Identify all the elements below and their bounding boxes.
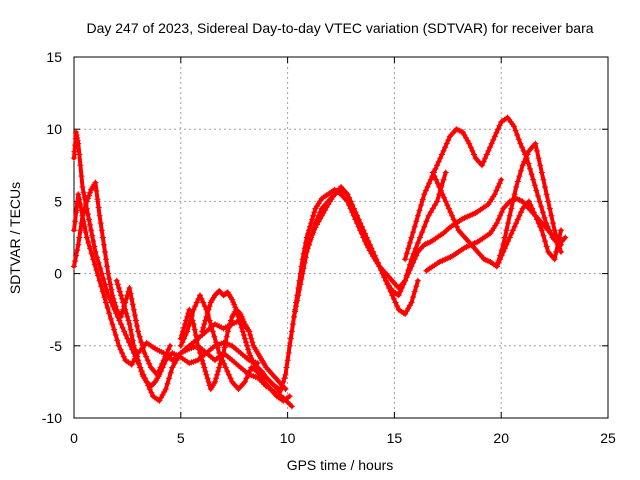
series-markers xyxy=(199,287,283,393)
series-sat-m xyxy=(429,140,564,270)
series-sat-n xyxy=(493,198,564,270)
x-tick-label: 25 xyxy=(600,430,616,446)
x-tick-label: 0 xyxy=(70,430,78,446)
y-tick-label: 10 xyxy=(46,121,62,137)
series-markers xyxy=(71,129,295,410)
series-markers xyxy=(306,176,505,299)
data-series xyxy=(71,114,569,410)
series-sat-a xyxy=(71,129,295,410)
chart-title: Day 247 of 2023, Sidereal Day-to-day VTE… xyxy=(86,20,593,36)
x-tick-label: 15 xyxy=(387,430,403,446)
y-tick-label: 0 xyxy=(54,266,62,282)
plot-frame xyxy=(73,56,609,419)
series-markers xyxy=(493,198,564,270)
y-tick-label: 5 xyxy=(54,193,62,209)
x-tick-label: 10 xyxy=(280,430,296,446)
y-tick-label: 15 xyxy=(46,49,62,65)
series-markers xyxy=(429,140,564,270)
x-tick-label: 20 xyxy=(493,430,509,446)
series-sat-f xyxy=(177,306,289,393)
x-axis-label: GPS time / hours xyxy=(287,457,394,473)
y-tick-labels: -10 -5 0 5 10 15 xyxy=(42,49,62,426)
x-tick-labels: 0 5 10 15 20 25 xyxy=(70,430,616,446)
y-axis-label: SDTVAR / TECUs xyxy=(7,182,23,294)
x-tick-label: 5 xyxy=(177,430,185,446)
axis-ticks xyxy=(73,56,609,419)
series-sat-g xyxy=(199,287,283,393)
y-tick-label: -5 xyxy=(50,338,63,354)
y-tick-label: -10 xyxy=(42,410,62,426)
grid xyxy=(74,57,608,418)
series-sat-j xyxy=(306,176,505,299)
